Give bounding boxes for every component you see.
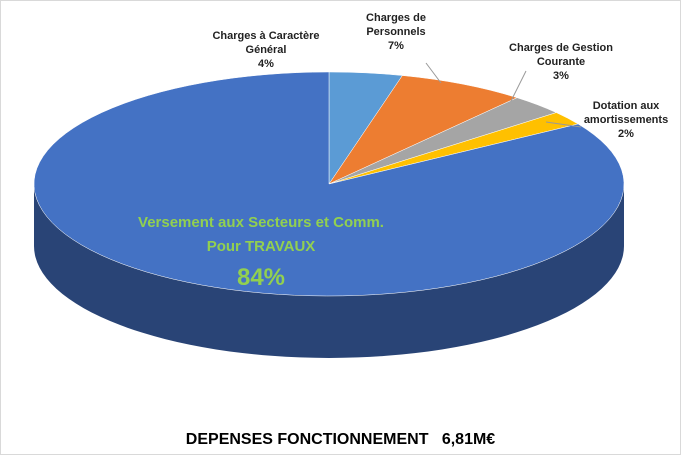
leader-line: [510, 70, 527, 102]
value-label: 7%: [388, 40, 404, 52]
category-label: Versement aux Secteurs et Comm. Pour TRA…: [138, 214, 384, 255]
value-label: 3%: [553, 70, 569, 82]
value-label: 2%: [618, 128, 634, 140]
category-label: Charges à Caractère Général: [212, 30, 320, 56]
value-label: 84%: [236, 264, 286, 291]
data-label: Charges de Gestion Courante 3%: [491, 41, 631, 83]
data-label: Charges à Caractère Général 4%: [206, 29, 326, 71]
value-label: 4%: [258, 58, 274, 70]
pie-slice-side: [34, 184, 624, 358]
leader-line: [545, 121, 582, 128]
data-label: Charges de Personnels 7%: [346, 11, 446, 53]
category-label: Charges de Gestion Courante: [509, 42, 613, 68]
pie-slice: [33, 71, 625, 297]
data-label: Versement aux Secteurs et Comm. Pour TRA…: [121, 211, 401, 297]
category-label: Charges de Personnels: [366, 12, 426, 38]
category-label: Dotation aux amortissements: [583, 100, 669, 126]
leader-line: [425, 62, 442, 84]
chart-title: DEPENSES FONCTIONNEMENT 6,81M€: [185, 431, 496, 448]
data-label: Dotation aux amortissements 2%: [576, 99, 676, 141]
